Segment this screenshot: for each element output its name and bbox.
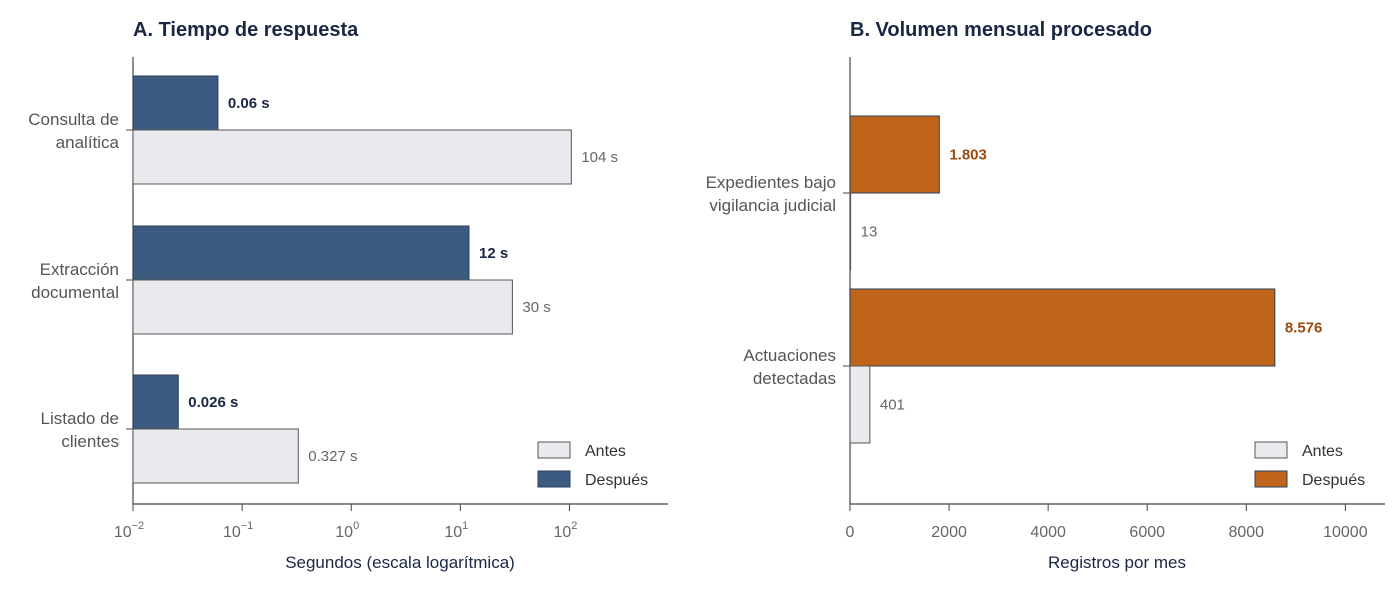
x-tick-base: 10 [553,524,571,541]
x-tick-label: 0 [846,524,855,541]
bar-despues [132,374,179,430]
x-tick-exponent: 0 [353,520,359,532]
category-label: Consulta de [28,110,119,129]
category-label: clientes [61,432,119,451]
bar-antes [132,129,572,185]
legend-label-despues: Después [1302,472,1365,489]
data-label-antes: 30 s [522,299,550,316]
bar-antes [849,365,871,444]
legend-swatch-antes [1254,441,1288,459]
panel-b: B. Volumen mensual procesado 0 2000 4000 600… [706,19,1385,572]
chart-title: B. Volumen mensual procesado [850,19,1152,41]
data-label-antes: 401 [880,397,905,414]
x-tick-label: 10−1 [223,520,253,541]
x-tick-label: 2000 [931,524,967,541]
x-tick-label: 102 [553,520,577,541]
x-tick-base: 10 [335,524,353,541]
bar-antes [132,279,513,335]
data-label-despues: 0.026 s [188,394,238,411]
legend: Antes Después [1254,441,1365,489]
legend-swatch-antes [537,441,571,459]
x-axis-label: Segundos (escala logarítmica) [285,553,515,572]
x-tick-exponent: −1 [241,520,254,532]
x-tick-label: 10000 [1323,524,1368,541]
category-label: vigilancia judicial [709,196,836,215]
x-tick-base: 10 [444,524,462,541]
x-tick-label: 100 [335,520,359,541]
x-axis-label: Registros por mes [1048,553,1186,572]
legend: Antes Después [537,441,648,489]
data-label-antes: 104 s [581,149,618,166]
bar-antes [849,192,852,271]
data-label-antes: 13 [861,224,878,241]
x-tick-exponent: 1 [462,520,468,532]
x-tick-label: 10−2 [114,520,144,541]
x-tick-label: 4000 [1030,524,1066,541]
x-tick-base: 10 [223,524,241,541]
data-label-antes: 0.327 s [308,448,357,465]
data-label-despues: 12 s [479,245,508,262]
legend-label-despues: Después [585,472,648,489]
category-label: Extracción [40,260,119,279]
data-label-despues: 0.06 s [228,95,270,112]
category-label: Expedientes bajo [706,173,836,192]
x-tick-label: 8000 [1228,524,1264,541]
bar-antes [132,428,299,484]
data-label-despues: 1.803 [949,147,987,164]
x-tick-base: 10 [114,524,132,541]
legend-label-antes: Antes [585,443,626,460]
category-label: analítica [56,133,120,152]
bar-despues [132,75,219,131]
x-tick-exponent: −2 [132,520,145,532]
category-label: Listado de [41,409,119,428]
category-label: Actuaciones [743,346,836,365]
x-tick-exponent: 2 [571,520,577,532]
legend-swatch-despues [537,470,571,488]
x-tick-label: 6000 [1129,524,1165,541]
bar-despues [849,288,1276,367]
chart-title: A. Tiempo de respuesta [133,19,359,41]
bar-despues [849,115,940,194]
category-label: detectadas [753,369,836,388]
data-label-despues: 8.576 [1285,320,1323,337]
x-tick-label: 101 [444,520,468,541]
bar-despues [132,225,470,281]
legend-label-antes: Antes [1302,443,1343,460]
category-label: documental [31,283,119,302]
legend-swatch-despues [1254,470,1288,488]
